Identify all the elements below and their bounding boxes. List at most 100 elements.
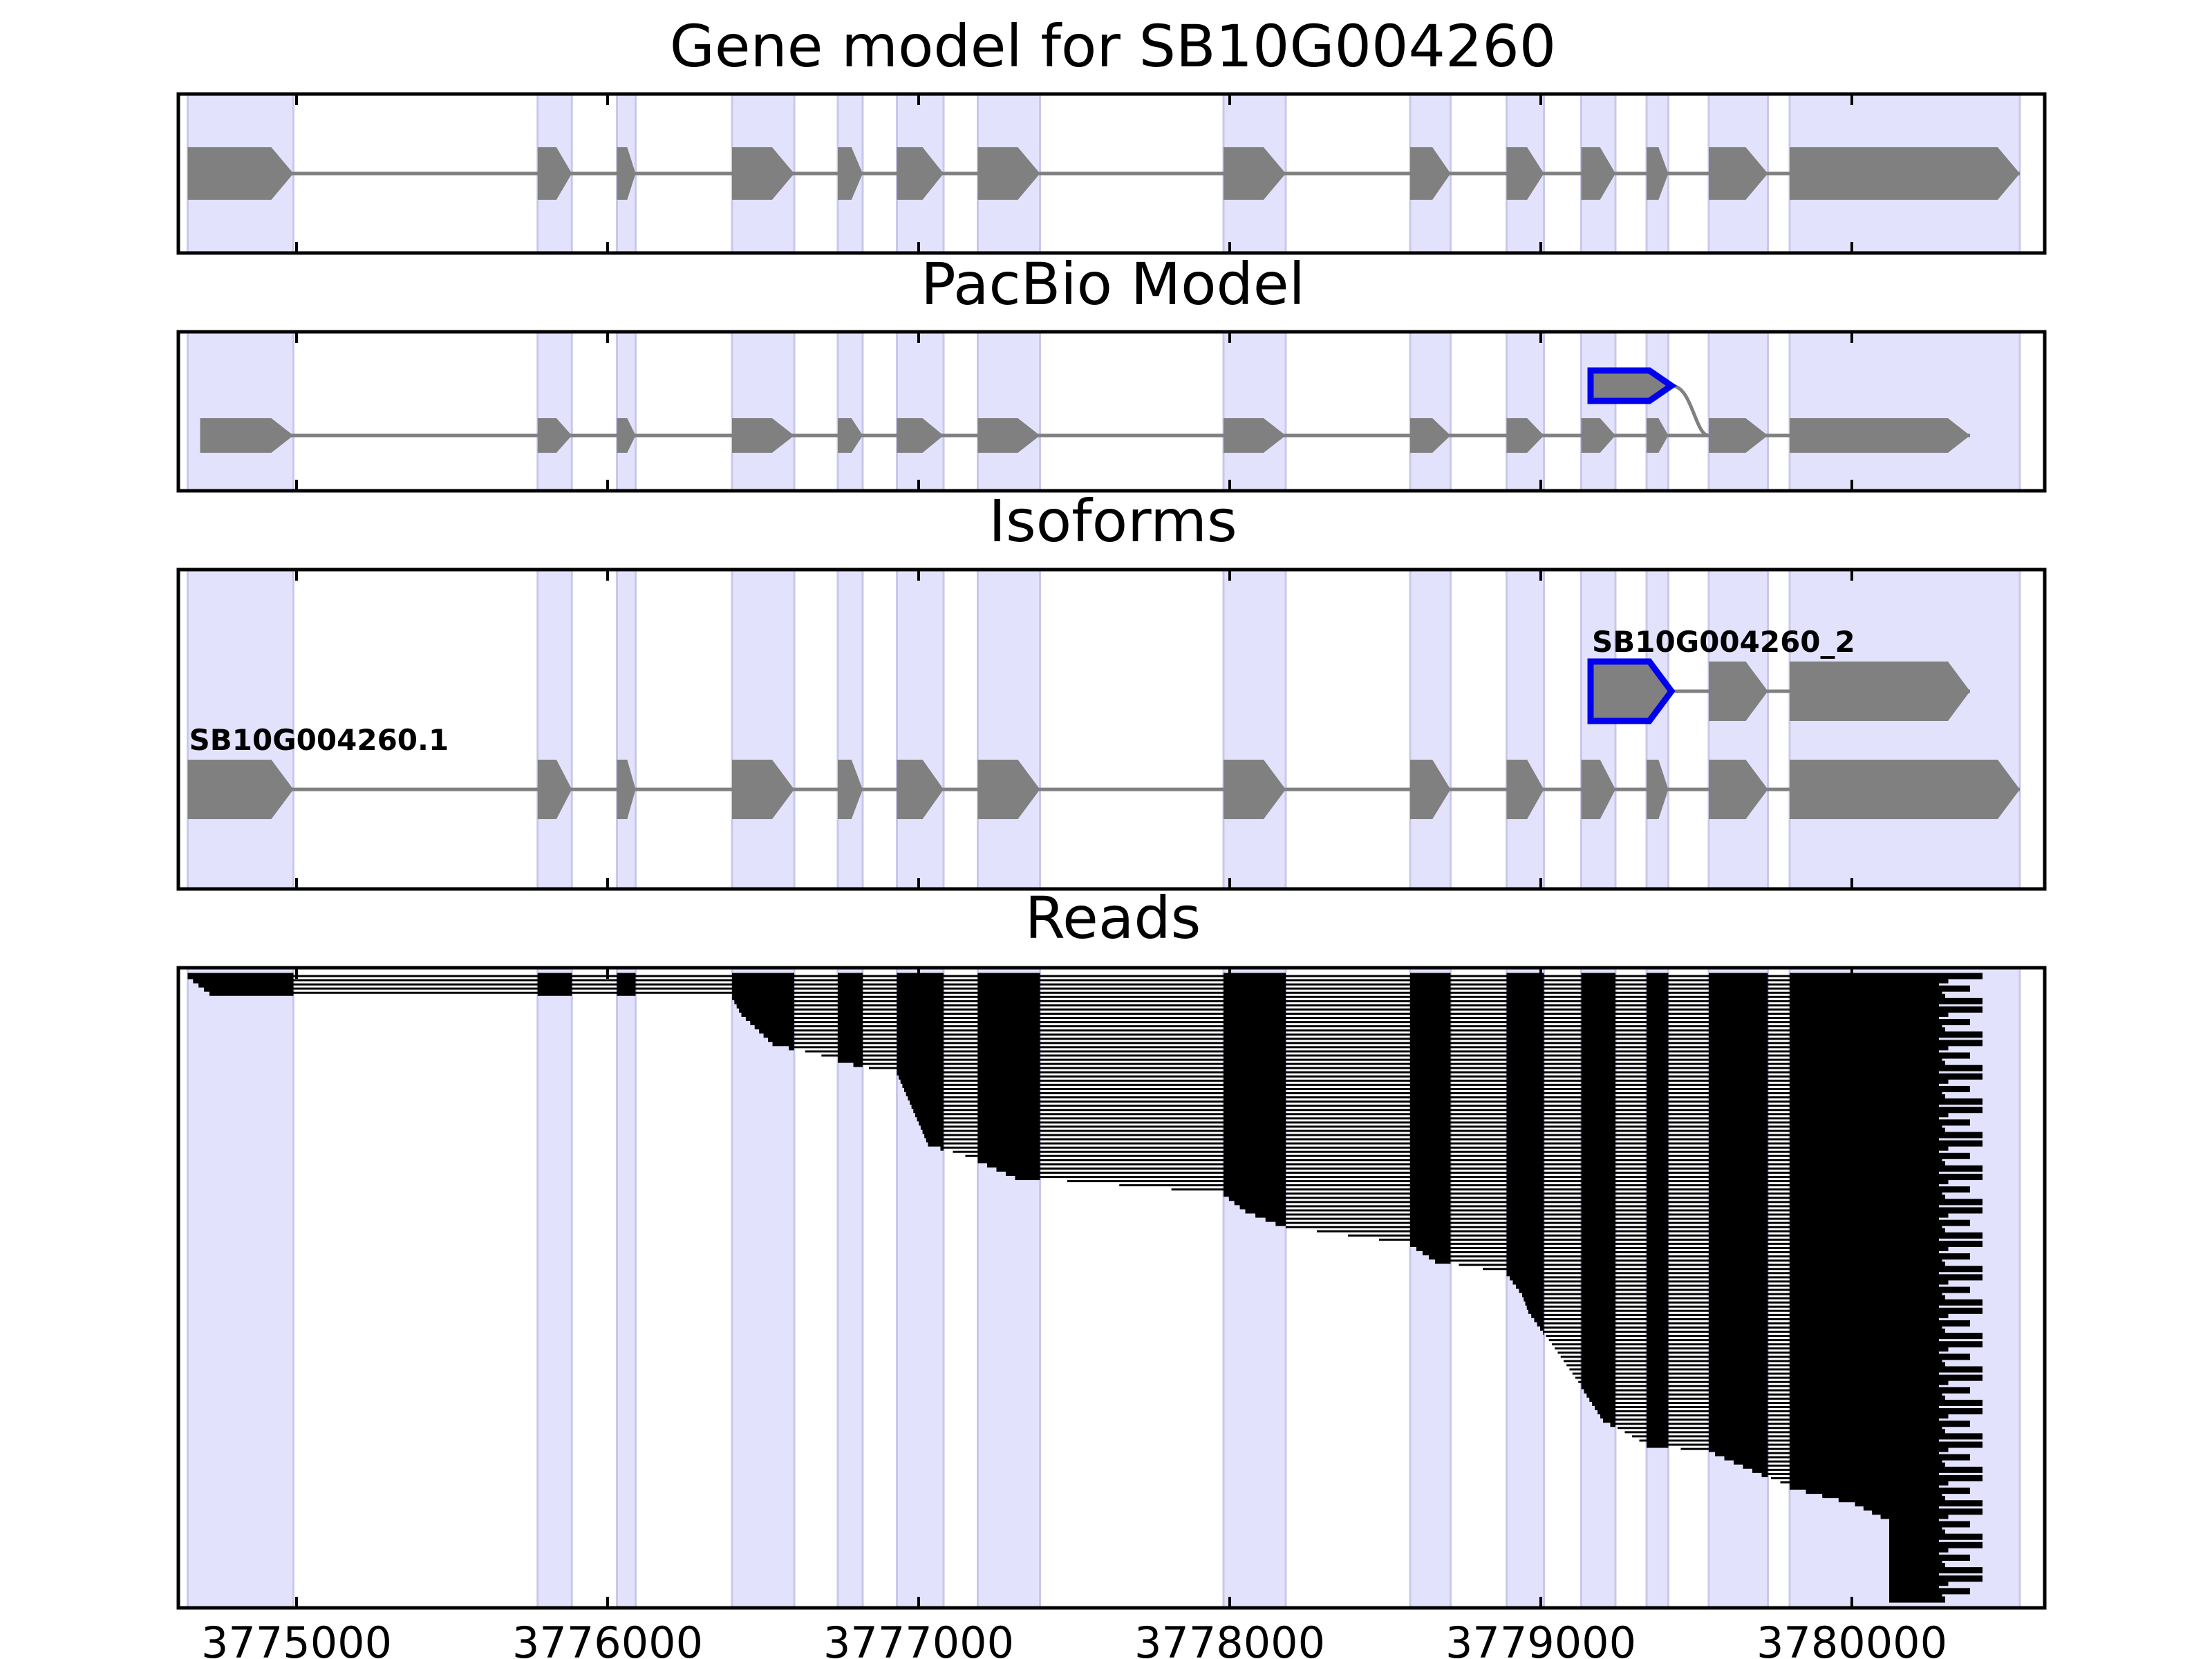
exon [1647, 147, 1669, 200]
read-block [1790, 1127, 1945, 1134]
read-block [977, 1052, 1040, 1059]
read-block [1410, 1081, 1451, 1088]
read-block [1709, 1060, 1768, 1067]
read-block [745, 1015, 794, 1022]
read [732, 993, 1945, 1000]
read-block [1581, 1236, 1615, 1243]
read-block [1224, 1044, 1286, 1051]
read-block [1709, 1224, 1768, 1230]
read-block [1647, 1303, 1669, 1310]
read-block [1410, 989, 1451, 996]
read [1006, 1170, 1939, 1177]
read-block [1647, 1249, 1669, 1256]
read-block [1506, 1094, 1544, 1101]
read [734, 997, 1983, 1004]
read-block [1790, 1341, 1983, 1348]
read-block [1506, 1031, 1544, 1038]
read-block [897, 1015, 944, 1022]
read-block [1581, 1035, 1615, 1042]
read-block [1506, 1178, 1544, 1185]
read-block [1224, 1081, 1286, 1088]
read-block [1581, 1244, 1615, 1251]
read-block [1581, 1257, 1615, 1264]
read-block [1790, 1044, 1949, 1051]
read-block [897, 1069, 944, 1076]
read-block [1647, 1152, 1669, 1159]
read-block [1506, 1211, 1544, 1218]
read-block [736, 1002, 794, 1009]
read-block [977, 989, 1040, 996]
read-block [1790, 1006, 1983, 1013]
read-block [977, 1107, 1040, 1114]
alternative-splice-connector [1671, 384, 1709, 438]
read-block [1709, 973, 1768, 980]
read-block [977, 973, 1040, 980]
read-block [1647, 1337, 1669, 1344]
read-block [1581, 1136, 1615, 1143]
read-block [1647, 1127, 1669, 1134]
exon [732, 147, 794, 200]
isoforms-panel: SB10G004260_2 SB10G004260.1 [176, 568, 2047, 891]
read-block [1506, 1107, 1544, 1114]
read-block [1410, 985, 1451, 992]
read [1889, 1580, 1949, 1586]
read-block [1790, 1023, 1942, 1030]
read-block [1647, 1311, 1669, 1318]
read-block [1806, 1488, 1970, 1494]
read-block [1709, 1152, 1768, 1159]
read-block [1734, 1458, 1768, 1465]
read-block [1506, 1010, 1544, 1017]
read-block [977, 1156, 1040, 1163]
read [1889, 1584, 1939, 1591]
read-block [1647, 1182, 1669, 1189]
read-block [1647, 1207, 1669, 1214]
read-block [1709, 1274, 1768, 1281]
read-block [1790, 977, 1949, 984]
read-block [1709, 1387, 1768, 1394]
read-block [897, 981, 944, 988]
read-block [1224, 993, 1286, 1000]
read-block [1506, 1236, 1544, 1243]
exon [617, 760, 636, 819]
read [928, 1140, 1983, 1147]
read-block [537, 985, 572, 992]
read-block [1647, 1244, 1669, 1251]
read-block [838, 1002, 863, 1009]
read [1516, 1282, 1939, 1289]
read-block [1709, 1006, 1768, 1013]
read-block [1790, 1458, 1942, 1465]
read-block [1581, 1324, 1615, 1331]
read-block [1581, 1232, 1615, 1239]
read-block [838, 989, 863, 996]
read-block [1855, 1500, 1983, 1507]
read-block [1647, 1136, 1669, 1143]
read-block [1647, 1429, 1669, 1436]
read-block [1224, 1140, 1286, 1147]
read-block [1647, 1052, 1669, 1059]
read-block [1224, 1048, 1286, 1055]
read-block [1410, 1111, 1451, 1118]
read [1546, 1333, 1983, 1340]
read-block [1889, 1525, 1942, 1532]
read-block [1581, 1152, 1615, 1159]
read-block [1647, 1404, 1669, 1411]
read-block [1510, 1274, 1544, 1281]
read-block [1506, 1119, 1544, 1126]
read-block [1709, 1228, 1768, 1235]
read-block [908, 1094, 944, 1101]
exon [977, 147, 1040, 200]
read-block [1506, 1253, 1544, 1260]
read-block [1647, 1119, 1669, 1126]
read-block [1506, 1244, 1544, 1251]
read-block [977, 997, 1040, 1004]
read-block [1790, 1081, 1939, 1088]
read [1555, 1345, 1949, 1352]
read-block [1709, 1374, 1768, 1381]
read-block [1790, 1470, 1939, 1477]
read-block [1709, 1027, 1768, 1034]
read [917, 1115, 1939, 1122]
read-block [1647, 1048, 1669, 1055]
read [899, 1073, 1983, 1080]
read-block [1224, 1006, 1286, 1013]
read-block [1709, 1161, 1768, 1168]
